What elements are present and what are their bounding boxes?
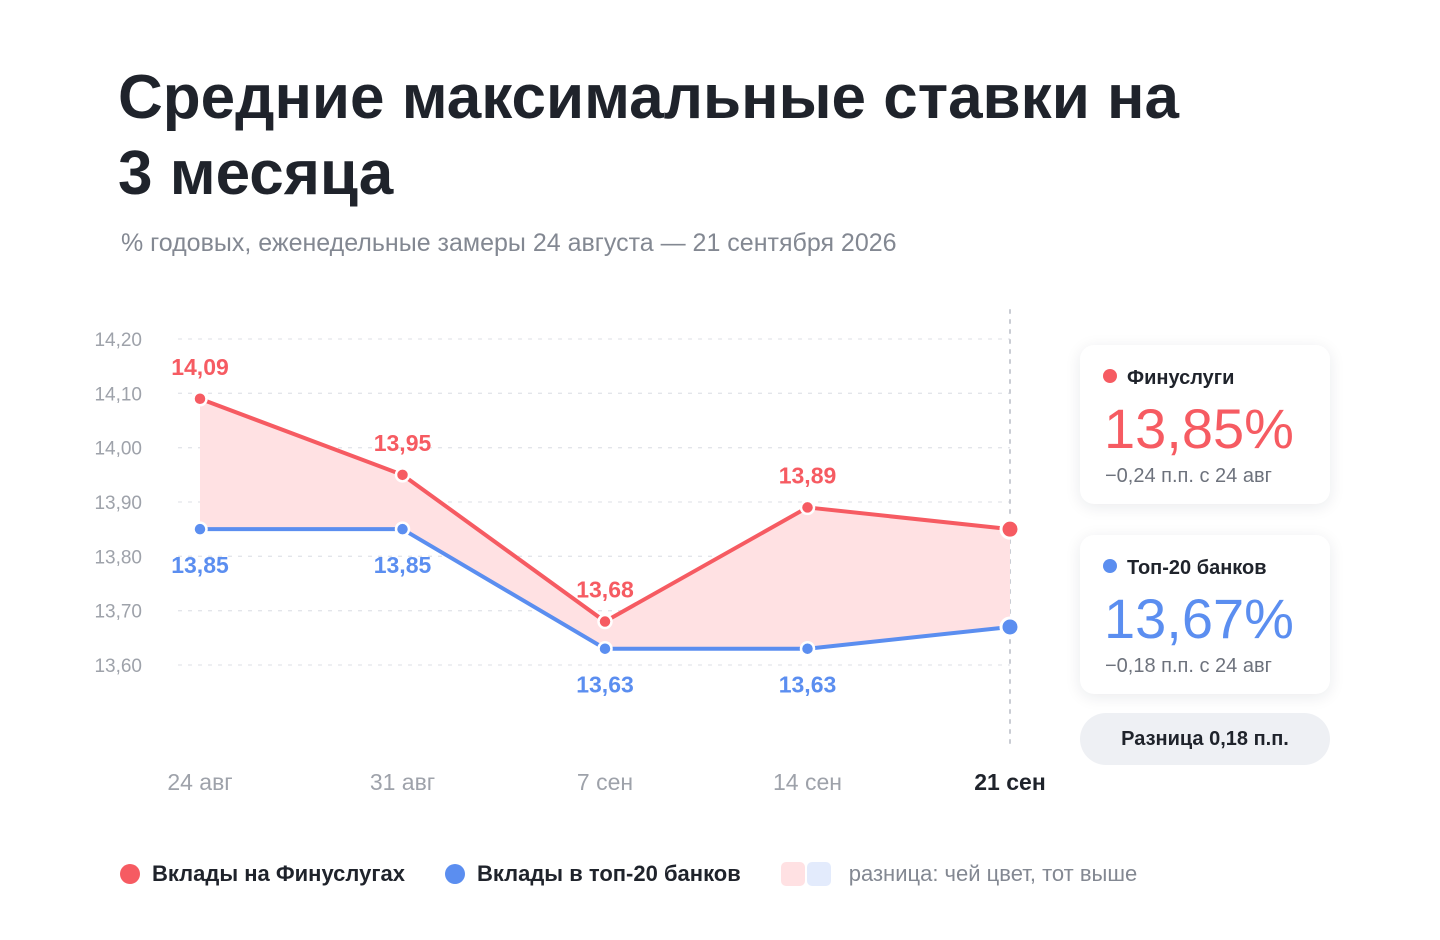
line-chart: 14,20 14,10 14,00 13,90 13,80 13,70 13,60 14,0… [94,309,1046,795]
top20-point [192,521,208,537]
y-tick-label: 14,20 [94,330,142,351]
top20-summary-card: Топ-20 банков 13,67% −0,18 п.п. с 24 авг [1080,535,1330,694]
series-points [192,391,1021,657]
data-labels: 14,09 13,95 13,68 13,89 13,85 13,85 13,63 13,63 [171,354,836,698]
finuslugi-point [192,391,208,407]
difference-area-fill [200,398,1010,649]
legend-item-difference: разница: чей цвет, тот выше [780,861,1138,887]
difference-badge: Разница 0,18 п.п. [1080,713,1330,765]
top20-dot-icon [1103,559,1117,573]
legend-item-top20: Вклады в топ-20 банков [444,861,741,887]
top20-data-label: 13,85 [374,552,432,578]
top20-data-label: 13,85 [171,552,229,578]
legend-finuslugi-label: Вклады на Финуслугах [152,861,405,886]
y-axis-ticks: 14,20 14,10 14,00 13,90 13,80 13,70 13,60 [94,330,142,677]
legend-item-finuslugi: Вклады на Финуслугах [120,861,405,887]
legend-red-swatch-icon [780,862,805,886]
x-tick-label: 21 сен [974,769,1045,795]
legend-top20-label: Вклады в топ-20 банков [476,861,741,886]
finuslugi-card-change: −0,24 п.п. с 24 авг [1105,465,1272,487]
top20-data-label: 13,63 [779,672,837,698]
y-tick-label: 13,90 [94,493,142,514]
finuslugi-dot-icon [1103,369,1117,383]
x-tick-label: 24 авг [167,769,232,795]
y-tick-label: 14,10 [94,384,142,405]
x-tick-label: 31 авг [370,769,435,795]
legend-blue-swatch-icon [806,862,831,886]
finuslugi-point [999,518,1021,540]
top20-point [597,640,613,657]
y-tick-label: 13,60 [94,656,142,677]
top20-card-label: Топ-20 банков [1103,557,1267,580]
top20-card-label-text: Топ-20 банков [1127,557,1267,579]
x-axis-ticks: 24 авг 31 авг 7 сен 14 сен 21 сен [167,769,1045,795]
finuslugi-point [394,467,411,483]
finuslugi-data-label: 13,95 [374,430,432,456]
legend-finuslugi-dot-icon [120,864,140,884]
finuslugi-data-label: 13,89 [779,462,837,488]
chart-subtitle: % годовых, еженедельные замеры 24 август… [121,229,897,257]
y-tick-label: 13,80 [94,547,142,568]
legend-difference-note: разница: чей цвет, тот выше [848,861,1138,886]
top20-data-label: 13,63 [576,672,634,698]
top20-point [394,521,411,537]
y-tick-label: 13,70 [94,602,142,623]
top20-point [999,616,1021,638]
finuslugi-card-value: 13,85% [1104,397,1294,460]
legend-top20-dot-icon [444,864,465,884]
finuslugi-point [799,499,816,516]
chart-legend: Вклады на Финуслугах Вклады в топ-20 бан… [120,858,1177,890]
finuslugi-point [597,613,613,630]
top20-card-change: −0,18 п.п. с 24 авг [1105,655,1272,677]
finuslugi-card-label: Финуслуги [1103,367,1234,390]
x-tick-label: 7 сен [577,769,633,795]
chart-title: Средние максимальные ставки на 3 месяца [118,63,1179,208]
finuslugi-summary-card: Финуслуги 13,85% −0,24 п.п. с 24 авг [1080,345,1330,504]
y-tick-label: 14,00 [94,439,142,460]
finuslugi-card-label-text: Финуслуги [1127,367,1235,389]
difference-area [200,398,1010,649]
x-tick-label: 14 сен [773,769,842,795]
finuslugi-data-label: 14,09 [171,354,229,380]
top20-card-value: 13,67% [1104,587,1294,650]
top20-point [799,640,816,657]
finuslugi-data-label: 13,68 [576,577,634,603]
